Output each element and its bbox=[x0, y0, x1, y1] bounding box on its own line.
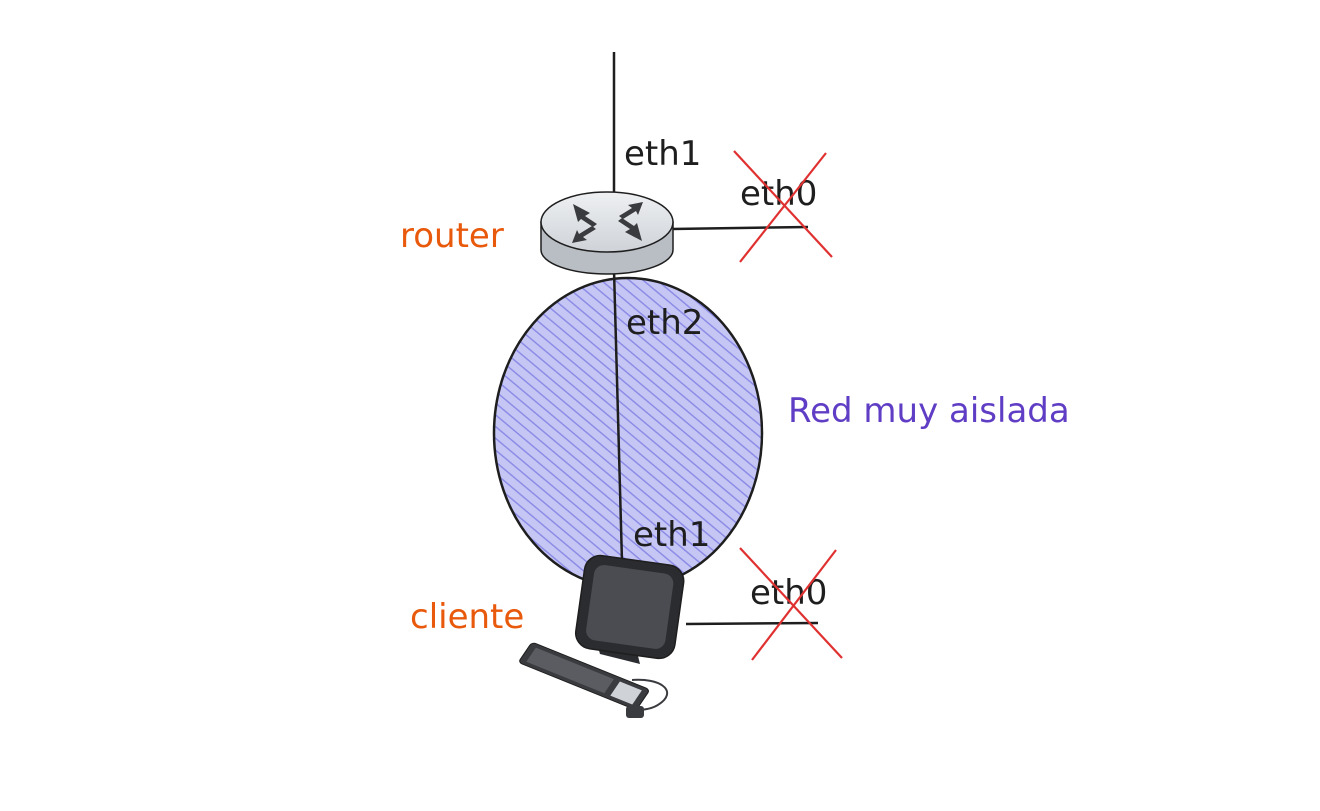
router-eth0-line bbox=[671, 225, 809, 231]
client-eth0-label: eth0 bbox=[750, 573, 827, 613]
client-label: cliente bbox=[410, 597, 524, 637]
router-eth0-disabled-cross-icon bbox=[733, 150, 833, 263]
client-eth0-line bbox=[685, 621, 819, 626]
router-client-link bbox=[612, 269, 624, 563]
router-eth1-label: eth1 bbox=[624, 134, 701, 174]
client-eth0-disabled-cross-icon bbox=[739, 547, 843, 661]
network-label: Red muy aislada bbox=[788, 391, 1070, 431]
client-eth1-label: eth1 bbox=[633, 515, 710, 555]
computer-icon[interactable] bbox=[518, 553, 686, 718]
router-icon[interactable] bbox=[540, 191, 674, 275]
router-eth2-label: eth2 bbox=[626, 303, 703, 343]
router-label: router bbox=[400, 216, 504, 256]
